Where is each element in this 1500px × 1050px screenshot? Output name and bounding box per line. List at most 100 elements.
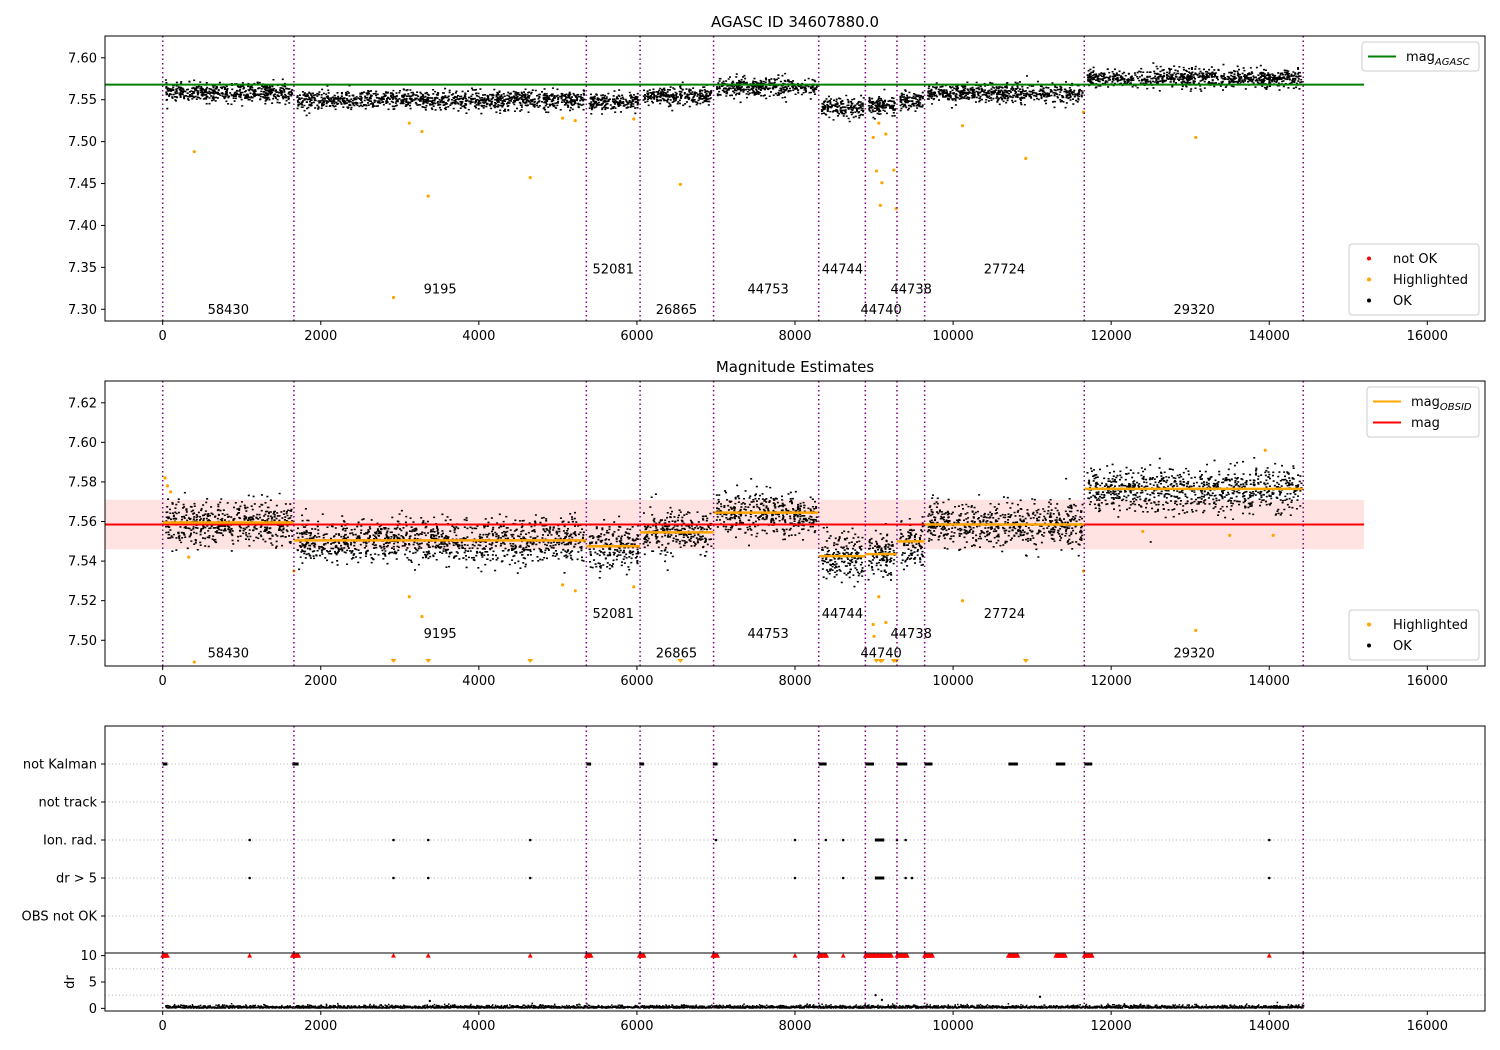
highlighted-point: [407, 121, 411, 125]
dr-capped-marker: [390, 953, 396, 958]
x-tick-label: 10000: [932, 329, 973, 344]
y-tick-label: 7.56: [68, 515, 97, 530]
flag-run: [712, 762, 718, 766]
highlighted-point: [573, 119, 577, 123]
obsid-label: 27724: [984, 607, 1025, 622]
flag-point: [841, 876, 845, 880]
y-tick-label: 7.30: [68, 303, 97, 318]
highlighted-point: [872, 634, 876, 638]
flag-run: [292, 762, 299, 766]
ok-point-cloud: [926, 477, 1084, 558]
off-scale-marker: [1022, 659, 1029, 663]
obsid-label: 44738: [891, 283, 932, 298]
obsid-label: 44744: [822, 607, 863, 622]
flag-run: [1008, 762, 1018, 766]
highlighted-point: [884, 132, 888, 136]
dr-axis-label: dr: [63, 975, 78, 989]
obsid-label: 52081: [593, 263, 634, 278]
highlighted-point: [407, 595, 411, 599]
y-tick-label: 0: [89, 1002, 97, 1017]
dr-points: [165, 993, 1305, 1009]
x-tick-label: 6000: [620, 674, 653, 689]
off-scale-marker: [677, 659, 684, 663]
flag-run: [896, 762, 908, 766]
flag-point: [1267, 876, 1271, 880]
x-tick-label: 10000: [932, 674, 973, 689]
ok-point-cloud: [1086, 457, 1303, 543]
x-tick-label: 2000: [304, 1019, 337, 1034]
y-tick-label: 7.60: [68, 436, 97, 451]
legend-label: OK: [1393, 639, 1412, 654]
y-tick-label: 7.35: [68, 261, 97, 276]
dr-capped-marker: [930, 953, 936, 958]
obsid-label: 29320: [1173, 647, 1214, 662]
highlighted-point: [871, 135, 875, 140]
dr-capped-marker: [840, 953, 846, 958]
flag-point: [426, 876, 430, 880]
highlighted-point: [880, 181, 884, 185]
obsid-label: 27724: [984, 263, 1025, 278]
x-tick-label: 12000: [1090, 674, 1131, 689]
legend-dot-swatch: [1367, 277, 1371, 282]
legend-box: [1348, 243, 1480, 316]
highlighted-point: [1263, 448, 1267, 452]
dr-capped-marker: [164, 953, 170, 958]
flag-run: [865, 762, 875, 766]
x-tick-label: 8000: [778, 1019, 811, 1034]
obsid-label: 26865: [656, 303, 697, 318]
highlighted-point: [528, 176, 532, 180]
y-tick-label: 7.45: [68, 177, 97, 192]
flag-run: [818, 762, 827, 766]
highlighted-point: [960, 599, 965, 603]
flag-run: [1055, 762, 1066, 766]
ok-point-cloud: [1086, 62, 1303, 92]
dr-capped-marker: [527, 953, 533, 958]
legend-dot-swatch: [1367, 622, 1371, 627]
dr-capped-marker: [792, 953, 798, 958]
flag-run: [639, 762, 645, 766]
x-tick-label: 4000: [462, 329, 495, 344]
obsid-label: 44740: [860, 303, 901, 318]
dr-capped-marker: [641, 953, 647, 958]
highlighted-point: [871, 622, 875, 627]
ok-point-cloud: [296, 84, 586, 117]
flag-point: [904, 876, 907, 880]
legend-dot-swatch: [1367, 643, 1371, 648]
flag-point: [248, 838, 251, 842]
ok-point-cloud: [926, 75, 1084, 109]
ok-point-cloud: [899, 89, 925, 112]
highlighted-point: [1141, 529, 1145, 534]
highlighted-point: [169, 490, 173, 494]
obsid-label: 52081: [593, 607, 634, 622]
flag-run: [874, 876, 885, 880]
obsid-label: 58430: [208, 303, 249, 318]
flag-point: [904, 838, 907, 842]
y-tick-label: 7.50: [68, 135, 97, 150]
x-tick-label: 2000: [304, 674, 337, 689]
flag-point: [392, 838, 395, 842]
dr-capped-marker: [1089, 953, 1095, 958]
obsid-label: 9195: [424, 627, 457, 642]
highlighted-point: [573, 589, 577, 593]
highlighted-point: [892, 168, 896, 172]
dr-spike-point: [874, 993, 877, 997]
ok-point-cloud: [716, 72, 819, 104]
x-tick-label: 0: [159, 674, 167, 689]
x-tick-label: 2000: [304, 329, 337, 344]
ok-point-cloud: [164, 78, 294, 110]
flag-point: [426, 838, 430, 842]
x-tick-label: 4000: [462, 674, 495, 689]
y-tick-label: 7.60: [68, 51, 97, 66]
highlighted-point: [426, 194, 430, 198]
dr-capped-marker: [296, 953, 302, 958]
highlighted-point: [1271, 533, 1275, 537]
x-tick-label: 0: [159, 1019, 167, 1034]
highlighted-point: [420, 614, 424, 619]
obsid-label: 44740: [860, 647, 901, 662]
agasc-legend: magAGASC: [1361, 41, 1480, 72]
highlighted-point: [165, 484, 170, 488]
highlighted-point: [163, 476, 167, 480]
highlighted-point: [960, 124, 965, 128]
x-tick-label: 6000: [620, 329, 653, 344]
flag-point: [793, 876, 797, 880]
